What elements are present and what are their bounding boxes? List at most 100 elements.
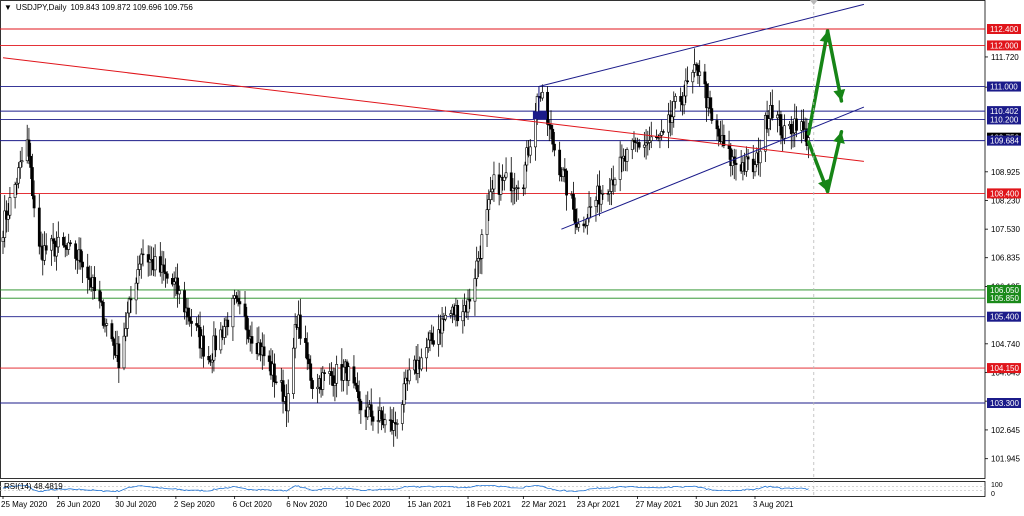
candle-body xyxy=(528,146,532,156)
current-time-marker-icon xyxy=(809,0,818,5)
candle-body xyxy=(177,290,181,295)
arrow-head-icon xyxy=(833,131,845,144)
candle-body xyxy=(584,224,587,227)
candle-body xyxy=(188,316,192,322)
price-label-box xyxy=(987,363,1021,374)
candle-body xyxy=(563,168,567,172)
candle-body xyxy=(789,123,793,135)
candle-body xyxy=(196,325,200,328)
arrow-shaft xyxy=(806,29,830,136)
candle-body xyxy=(146,254,150,263)
price-label: 104.150 xyxy=(990,364,1019,373)
candle-body xyxy=(509,172,513,192)
candle-body xyxy=(380,410,383,420)
x-tick-label: 18 Feb 2021 xyxy=(466,500,511,509)
candle-body xyxy=(347,366,351,381)
candle-body xyxy=(323,372,326,374)
candle-body xyxy=(247,329,250,340)
candle-body xyxy=(69,242,72,245)
candle-body xyxy=(117,343,121,369)
candle-body xyxy=(165,273,169,279)
y-tick-label: 104.740 xyxy=(991,340,1020,349)
candle-body xyxy=(124,328,128,337)
candle-body xyxy=(674,96,677,102)
candle-body xyxy=(395,423,399,425)
candle-body xyxy=(511,187,515,192)
candle-body xyxy=(129,298,133,301)
candle-body xyxy=(523,164,527,189)
candle-body xyxy=(17,167,20,184)
candle-body xyxy=(758,150,762,164)
candle-body xyxy=(236,298,240,302)
candle-body xyxy=(18,161,22,169)
candle-body xyxy=(546,91,549,125)
candle-body xyxy=(492,174,496,190)
candle-body xyxy=(238,301,242,305)
candle-body xyxy=(727,145,731,150)
candle-body xyxy=(499,177,503,195)
candle-body xyxy=(599,193,603,205)
candle-body xyxy=(20,160,24,163)
candle-body xyxy=(625,149,629,162)
candle-body xyxy=(710,108,714,121)
candle-body xyxy=(502,176,506,181)
candle-body xyxy=(432,340,435,345)
candle-body xyxy=(734,162,738,165)
price-label-box xyxy=(987,398,1021,408)
candle-body xyxy=(437,329,441,345)
candle-body xyxy=(682,95,686,106)
candle-body xyxy=(489,191,492,200)
candle-body xyxy=(342,366,345,381)
price-label: 105.850 xyxy=(990,294,1019,303)
candle-body xyxy=(376,420,380,422)
candle-body xyxy=(802,121,805,130)
candle-body xyxy=(136,269,140,284)
candle-body xyxy=(352,366,356,384)
candle-body xyxy=(587,206,591,219)
candle-body xyxy=(708,97,712,109)
y-tick-label: 107.530 xyxy=(991,225,1020,234)
candle-body xyxy=(696,65,700,76)
candle-body xyxy=(298,314,302,339)
candle-body xyxy=(480,234,484,259)
candle-body xyxy=(791,132,795,135)
candle-body xyxy=(407,369,411,382)
candle-body xyxy=(309,363,313,381)
candle-body xyxy=(632,140,636,143)
price-label: 109.684 xyxy=(990,137,1019,146)
candle-body xyxy=(190,320,193,324)
candle-body xyxy=(214,335,218,351)
candle-body xyxy=(577,223,581,228)
candle-body xyxy=(195,323,199,326)
price-panel-frame xyxy=(0,0,986,479)
candle-body xyxy=(461,311,465,322)
candle-body xyxy=(648,140,651,143)
candle-body xyxy=(610,179,613,192)
candle-body xyxy=(3,210,7,238)
candle-body xyxy=(608,191,612,195)
candle-body xyxy=(333,382,337,386)
candle-body xyxy=(661,131,665,133)
candle-body xyxy=(148,259,152,263)
arrow-head-icon xyxy=(833,88,846,101)
candle-body xyxy=(779,114,783,136)
candle-body xyxy=(226,319,230,328)
candle-body xyxy=(112,338,116,346)
candle-body xyxy=(186,307,190,318)
candle-body xyxy=(746,156,750,160)
price-label: 105.400 xyxy=(990,313,1019,322)
candle-body xyxy=(127,298,131,314)
candle-body xyxy=(335,364,339,384)
candle-body xyxy=(267,355,271,362)
menu-triangle-icon[interactable]: ▼ xyxy=(4,3,12,12)
candle-body xyxy=(684,80,688,97)
candle-body xyxy=(93,277,97,292)
candle-body xyxy=(694,64,698,66)
x-tick-label: 27 May 2021 xyxy=(635,500,682,509)
price-label-box xyxy=(987,311,1021,322)
candle-body xyxy=(630,140,634,150)
candle-body xyxy=(330,371,333,377)
candle-body xyxy=(425,347,428,359)
